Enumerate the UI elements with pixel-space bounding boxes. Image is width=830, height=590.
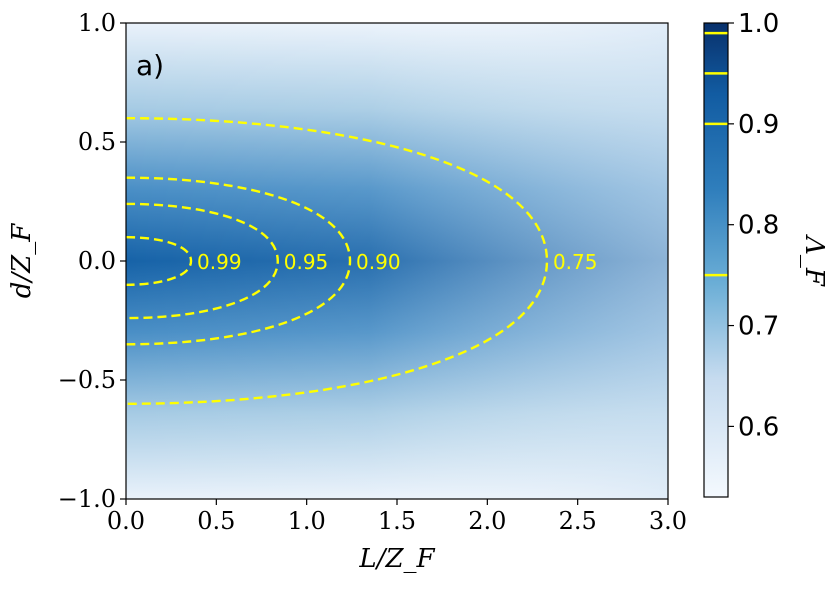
contour-label: 0.99 — [197, 250, 242, 274]
x-tick-label: 0.0 — [107, 507, 145, 535]
heatmap-core — [126, 181, 326, 341]
colorbar-label: Λ_F — [799, 234, 829, 287]
colorbar-contour-marks — [704, 31, 728, 277]
x-tick-label: 1.5 — [378, 507, 416, 535]
contour-line — [125, 236, 193, 286]
contour-label: 0.95 — [284, 250, 329, 274]
contour-line — [125, 176, 352, 346]
x-tick-label: 1.0 — [288, 507, 326, 535]
x-tick-label: 3.0 — [649, 507, 687, 535]
colorbar-tick-label: 0.7 — [738, 312, 779, 342]
x-axis-ticks: 0.0 0.5 1.0 1.5 2.0 2.5 3.0 — [107, 499, 687, 535]
x-tick-label: 0.5 — [197, 507, 235, 535]
colorbar-tick-label: 0.6 — [738, 412, 779, 442]
y-axis-label: d/Z_F — [7, 223, 37, 298]
contour-labels: 0.99 0.95 0.90 0.75 — [197, 250, 597, 274]
heatmap — [126, 23, 668, 499]
x-tick-label: 2.0 — [468, 507, 506, 535]
colorbar-ticks: 0.6 0.7 0.8 0.9 1.0 — [728, 9, 779, 442]
y-tick-label: 0.5 — [78, 128, 116, 156]
panel-label: a) — [136, 49, 164, 82]
y-tick-label: 0.0 — [78, 247, 116, 275]
colorbar — [704, 23, 728, 497]
x-axis-label: L/Z_F — [358, 544, 435, 574]
contour-label: 0.75 — [553, 250, 598, 274]
x-tick-label: 2.5 — [559, 507, 597, 535]
contour-label: 0.90 — [356, 250, 401, 274]
colorbar-tick-label: 0.8 — [738, 211, 779, 241]
contour-line — [125, 117, 549, 405]
y-tick-label: −1.0 — [58, 485, 116, 513]
y-axis-ticks: −1.0 −0.5 0.0 0.5 1.0 — [58, 9, 126, 513]
colorbar-frame — [703, 22, 729, 498]
y-tick-label: −0.5 — [58, 366, 116, 394]
colorbar-tick-label: 0.9 — [738, 110, 779, 140]
colorbar-tick-label: 1.0 — [738, 9, 779, 39]
y-tick-label: 1.0 — [78, 9, 116, 37]
contour-lines — [125, 117, 549, 405]
contour-line — [125, 202, 279, 320]
